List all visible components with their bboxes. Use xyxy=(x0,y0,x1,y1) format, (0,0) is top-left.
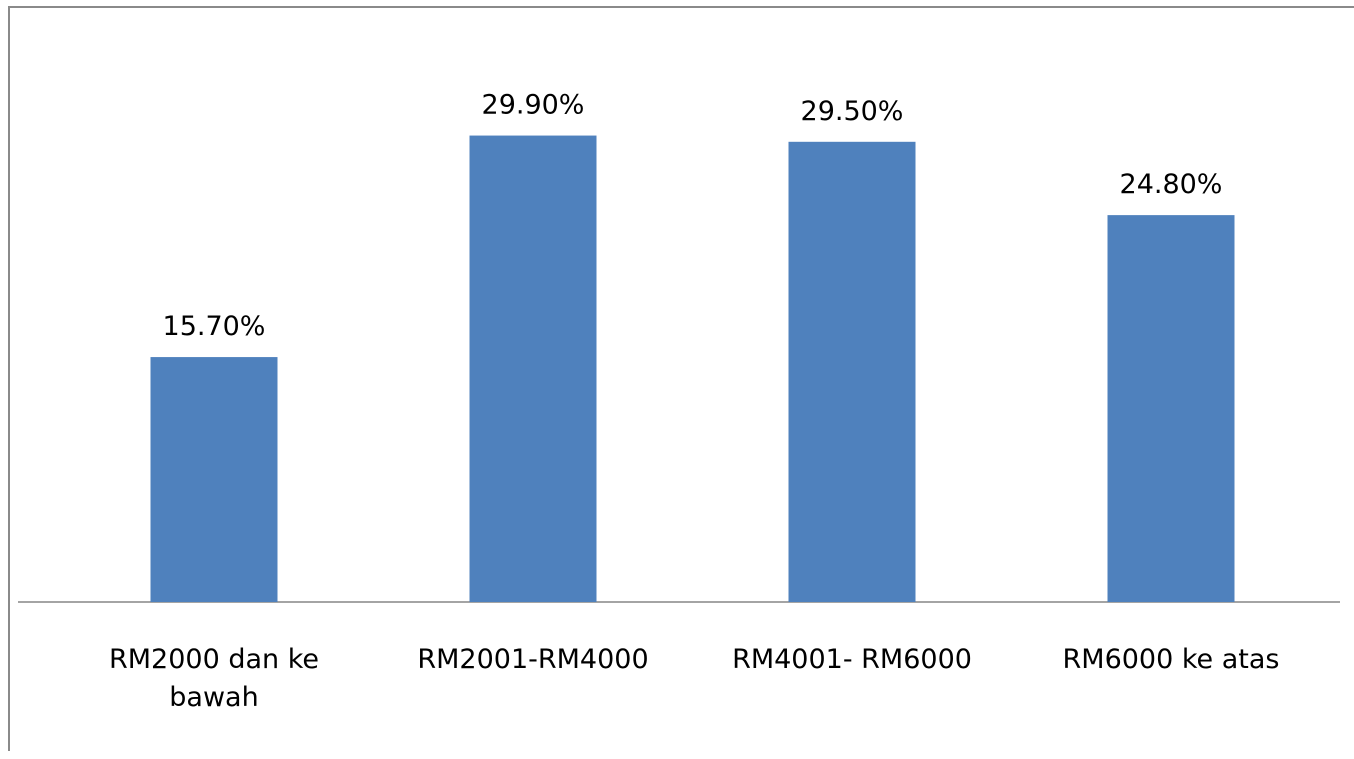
bar-3 xyxy=(788,141,916,603)
category-label-2: RM2001-RM4000 xyxy=(417,644,648,675)
category-label-1: RM2000 dan ke bawah xyxy=(109,644,319,713)
chart-area: 15.70% RM2000 dan ke bawah 29.90% RM2001-RM4… xyxy=(8,6,1354,751)
data-label-1: 15.70% xyxy=(163,311,266,342)
data-label-2: 29.90% xyxy=(482,90,585,121)
data-label-4: 24.80% xyxy=(1120,169,1223,200)
category-label-4: RM6000 ke atas xyxy=(1063,644,1280,675)
bar-chart: 15.70% RM2000 dan ke bawah 29.90% RM2001-RM4… xyxy=(18,90,1340,713)
bar-4 xyxy=(1107,215,1235,602)
bar-2 xyxy=(469,135,597,602)
category-label-3: RM4001- RM6000 xyxy=(732,644,972,675)
bar-1 xyxy=(150,357,278,602)
data-label-3: 29.50% xyxy=(801,96,904,127)
